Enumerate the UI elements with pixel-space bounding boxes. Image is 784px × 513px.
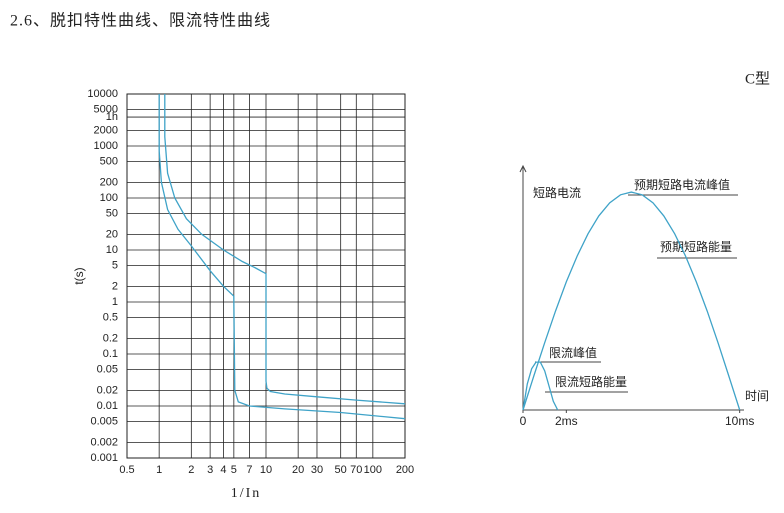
y-tick-label: 10 [106,244,118,256]
y-tick-label: 0.2 [103,332,118,344]
y-tick-label: 10000 [87,88,118,100]
x-axis-label: 时间 [745,389,769,403]
y-tick-label: 0.01 [97,400,118,412]
y-tick-label: 1 [112,296,118,308]
y-tick-label: 1000 [94,140,118,152]
axis-arrow [519,164,527,173]
curve [522,361,559,411]
y-tick-label: 0.001 [90,452,118,464]
x-tick-label: 0.5 [119,464,134,476]
annotation: 限流短路能量 [555,374,627,389]
y-tick-label: 500 [100,156,118,168]
y-tick-label: 100 [100,192,118,204]
annotation: 预期短路能量 [660,239,732,254]
y-tick-label: 0.002 [90,436,118,448]
x-tick-label: 2 [188,464,194,476]
y-tick-label: 0.005 [90,416,118,428]
x-tick-label: 10ms [725,414,754,428]
y-tick-label: 0.1 [103,348,118,360]
y-tick-label: 200 [100,176,118,188]
y-tick-label: 0.02 [97,384,118,396]
y-tick-label: 5000 [94,104,118,116]
x-tick-label: 3 [207,464,213,476]
y-tick-label: 0.05 [97,364,118,376]
x-tick-label: 200 [396,464,414,476]
y-tick-label: 1h [106,111,118,123]
page-title: 2.6、脱扣特性曲线、限流特性曲线 [10,12,271,30]
y-tick-label: 0.5 [103,312,118,324]
y-tick-label: 20 [106,228,118,240]
x-tick-label: 30 [311,464,323,476]
y-tick-label: 5 [112,260,118,272]
x-tick-label: 10 [260,464,272,476]
x-tick-label: 100 [364,464,382,476]
y-tick-label: 2000 [94,124,118,136]
x-tick-label: 20 [292,464,304,476]
curve [158,94,406,420]
chart-title: C型 [745,70,770,87]
x-tick-label: 5 [231,464,237,476]
annotation: 限流峰值 [549,345,597,360]
x-tick-label: 7 [246,464,252,476]
x-axis-label: 1/In [231,486,262,501]
curve [522,191,741,411]
annotation: 预期短路电流峰值 [634,177,730,192]
y-tick-label: 50 [106,208,118,220]
curve [164,94,406,405]
x-tick-label: 2ms [555,414,578,428]
x-tick-label: 4 [220,464,226,476]
x-tick-label: 50 [335,464,347,476]
y-axis-label: t(s) [72,267,86,284]
y-axis-label: 短路电流 [533,185,581,200]
y-tick-label: 2 [112,280,118,292]
x-tick-label: 1 [156,464,162,476]
x-tick-label: 70 [350,464,362,476]
x-tick-label: 0 [520,414,527,428]
